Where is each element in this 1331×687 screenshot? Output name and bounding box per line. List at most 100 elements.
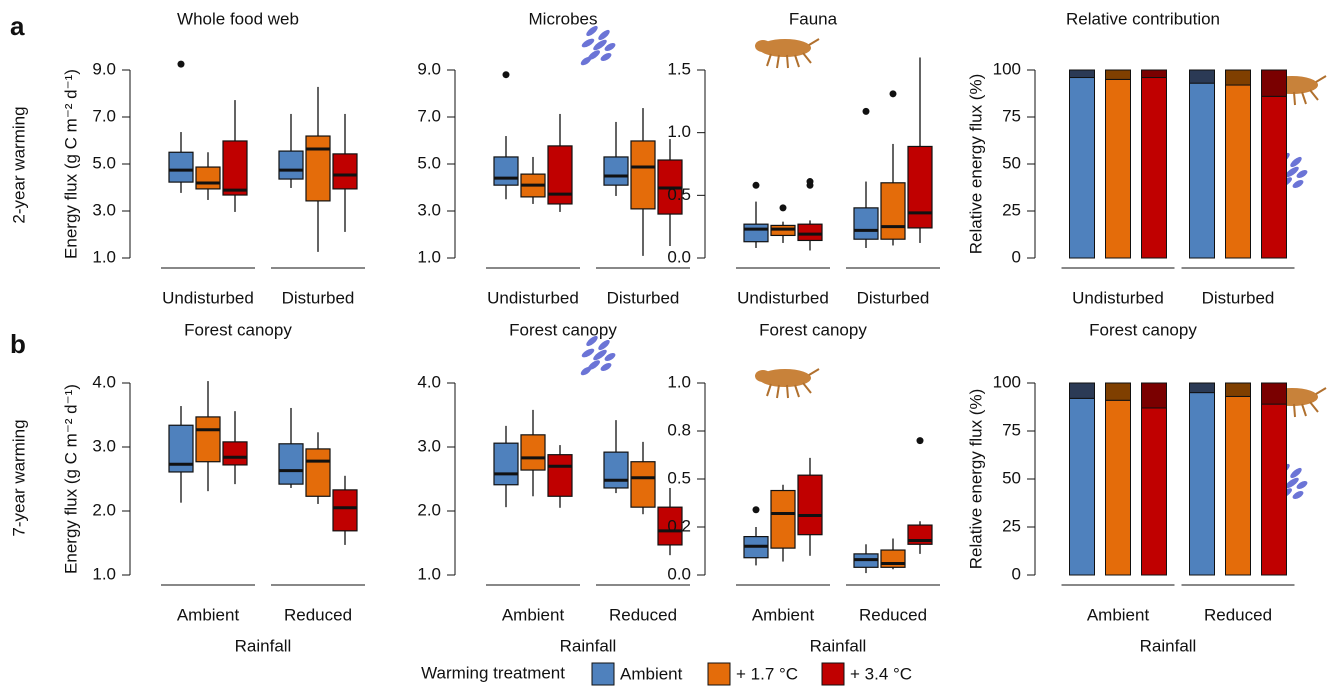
box (222, 441, 248, 466)
box (195, 416, 221, 463)
panel-title: Fauna (789, 9, 838, 28)
x-tick-label: Disturbed (607, 288, 680, 307)
box (520, 434, 546, 471)
box (305, 448, 331, 497)
box (195, 166, 221, 190)
bar-segment (1141, 382, 1167, 409)
y-axis-label: Relative energy flux (%) (966, 74, 985, 254)
bar-segment (1261, 95, 1287, 259)
x-tick-label: Ambient (502, 605, 565, 624)
y-tick-label: 0.5 (667, 185, 691, 204)
x-tick-label: Ambient (752, 605, 815, 624)
box (168, 151, 194, 183)
bar-segment (1261, 69, 1287, 97)
bar-segment (1225, 69, 1251, 86)
box (770, 489, 796, 549)
y-tick-label: 1.0 (667, 122, 691, 141)
legend-label: + 3.4 °C (850, 664, 912, 683)
bar-segment (1069, 382, 1095, 399)
x-tick-label: Reduced (609, 605, 677, 624)
y-tick-label: 0.8 (667, 420, 691, 439)
y-tick-label: 50 (1002, 153, 1021, 172)
y-axis-label: Energy flux (g C m⁻² d⁻¹) (61, 384, 80, 574)
outlier (502, 71, 510, 79)
legend-swatch (591, 662, 615, 686)
bar-segment (1105, 382, 1131, 401)
box (630, 140, 656, 210)
y-tick-label: 0.5 (667, 468, 691, 487)
box (603, 451, 629, 489)
row-label: 2-year warming (9, 106, 28, 223)
box (222, 140, 248, 196)
x-tick-label: Disturbed (1202, 288, 1275, 307)
y-tick-label: 25 (1002, 200, 1021, 219)
x-axis-label: Rainfall (235, 636, 292, 655)
outlier (177, 60, 185, 68)
y-tick-label: 75 (1002, 420, 1021, 439)
y-tick-label: 100 (993, 59, 1021, 78)
bar-segment (1189, 69, 1215, 84)
legend-swatch (707, 662, 731, 686)
row-label: 7-year warming (9, 419, 28, 536)
bar-segment (1105, 69, 1131, 80)
bar-segment (1189, 82, 1215, 259)
y-tick-label: 5.0 (92, 153, 116, 172)
x-tick-label: Disturbed (282, 288, 355, 307)
y-tick-label: 1.0 (92, 247, 116, 266)
y-tick-label: 75 (1002, 106, 1021, 125)
x-axis-label: Rainfall (560, 636, 617, 655)
box (493, 156, 519, 186)
bar-segment (1261, 403, 1287, 576)
bar-segment (1141, 77, 1167, 259)
y-tick-label: 50 (1002, 468, 1021, 487)
x-axis-label: Rainfall (810, 636, 867, 655)
panel-title: Forest canopy (509, 320, 617, 339)
box (547, 454, 573, 497)
bar-segment (1225, 84, 1251, 259)
box (853, 207, 879, 240)
fauna-icon (754, 368, 820, 399)
x-tick-label: Undisturbed (1072, 288, 1164, 307)
microbe-icon (579, 334, 617, 377)
outlier (752, 181, 760, 189)
y-tick-label: 1.0 (92, 564, 116, 583)
y-tick-label: 100 (993, 372, 1021, 391)
y-tick-label: 3.0 (417, 200, 441, 219)
y-tick-label: 3.0 (92, 200, 116, 219)
y-tick-label: 1.0 (417, 247, 441, 266)
legend-label: Ambient (620, 664, 683, 683)
y-tick-label: 1.0 (667, 372, 691, 391)
bar-segment (1141, 69, 1167, 79)
bar-segment (1105, 399, 1131, 576)
outlier (806, 181, 814, 189)
box (493, 442, 519, 486)
y-tick-label: 3.0 (92, 436, 116, 455)
y-tick-label: 1.0 (417, 564, 441, 583)
y-tick-label: 4.0 (417, 372, 441, 391)
outlier (916, 437, 924, 445)
fauna-icon (754, 38, 820, 69)
microbe-icon (579, 24, 617, 67)
panel-label: b (10, 329, 26, 359)
y-tick-label: 0 (1012, 247, 1021, 266)
panel-title: Relative contribution (1066, 9, 1220, 28)
y-tick-label: 0 (1012, 564, 1021, 583)
legend-swatch (821, 662, 845, 686)
y-tick-label: 0.2 (667, 516, 691, 535)
box (305, 135, 331, 202)
panel-title: Forest canopy (184, 320, 292, 339)
y-tick-label: 3.0 (417, 436, 441, 455)
bar-segment (1069, 397, 1095, 576)
x-axis-label: Rainfall (1140, 636, 1197, 655)
x-tick-label: Ambient (177, 605, 240, 624)
y-tick-label: 25 (1002, 516, 1021, 535)
x-tick-label: Ambient (1087, 605, 1150, 624)
y-tick-label: 0.0 (667, 564, 691, 583)
bar-segment (1189, 382, 1215, 394)
box (743, 223, 769, 243)
box (797, 474, 823, 536)
y-tick-label: 1.5 (667, 59, 691, 78)
outlier (779, 204, 787, 212)
bar-segment (1225, 382, 1251, 397)
